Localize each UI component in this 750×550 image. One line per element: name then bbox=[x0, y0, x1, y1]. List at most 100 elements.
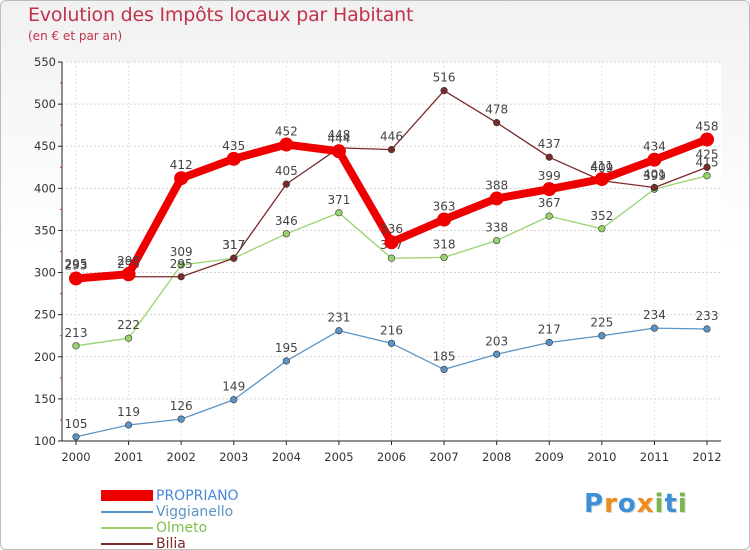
data-point-viggianello bbox=[230, 396, 238, 404]
data-point-bilia bbox=[177, 273, 185, 281]
legend-item-propriano: PROPRIANO bbox=[101, 488, 361, 505]
data-label-viggianello: 126 bbox=[170, 399, 193, 413]
data-point-viggianello bbox=[650, 324, 659, 332]
x-tick-label: 2011 bbox=[640, 450, 669, 464]
data-point-viggianello bbox=[598, 332, 606, 340]
data-label-bilia: 405 bbox=[275, 164, 298, 178]
x-tick-label: 2001 bbox=[114, 450, 143, 464]
data-point-viggianello bbox=[124, 421, 133, 429]
data-point-bilia bbox=[440, 87, 448, 95]
data-label-bilia: 401 bbox=[643, 167, 666, 181]
legend-label-viggianello: Viggianello bbox=[156, 504, 234, 520]
data-point-viggianello bbox=[72, 433, 80, 441]
x-tick-label: 2004 bbox=[272, 450, 301, 464]
y-tick-label: 150 bbox=[34, 392, 56, 406]
y-tick-label: 250 bbox=[34, 308, 56, 322]
y-tick-label: 550 bbox=[34, 55, 56, 69]
x-tick-label: 2003 bbox=[219, 450, 248, 464]
data-label-viggianello: 234 bbox=[643, 308, 666, 322]
data-label-olmeto: 222 bbox=[117, 318, 140, 332]
data-label-olmeto: 318 bbox=[433, 237, 456, 251]
data-label-viggianello: 149 bbox=[222, 380, 245, 394]
data-point-propriano bbox=[489, 191, 504, 206]
data-point-bilia bbox=[493, 119, 501, 127]
x-tick-label: 2000 bbox=[61, 450, 90, 464]
data-label-olmeto: 371 bbox=[327, 193, 350, 207]
data-label-olmeto: 338 bbox=[485, 221, 508, 235]
data-label-bilia: 446 bbox=[380, 130, 403, 144]
data-point-olmeto bbox=[72, 342, 80, 350]
legend-swatch-propriano bbox=[101, 490, 153, 501]
data-label-viggianello: 231 bbox=[327, 311, 350, 325]
data-label-viggianello: 195 bbox=[275, 341, 298, 355]
data-label-propriano: 399 bbox=[538, 169, 561, 183]
data-label-propriano: 293 bbox=[65, 258, 88, 272]
data-label-propriano: 435 bbox=[222, 139, 245, 153]
data-point-viggianello bbox=[335, 327, 343, 335]
data-point-bilia bbox=[387, 145, 396, 154]
legend-swatch-viggianello bbox=[101, 511, 153, 513]
x-tick-label: 2010 bbox=[587, 450, 616, 464]
data-point-propriano bbox=[174, 171, 189, 186]
data-point-viggianello bbox=[703, 325, 711, 333]
y-tick-label: 350 bbox=[34, 223, 56, 237]
legend-label-bilia: Bilia bbox=[156, 536, 186, 550]
data-label-propriano: 458 bbox=[696, 119, 719, 133]
data-label-bilia: 295 bbox=[170, 257, 193, 271]
data-label-viggianello: 203 bbox=[485, 334, 508, 348]
data-label-viggianello: 185 bbox=[433, 349, 456, 363]
data-label-olmeto: 317 bbox=[222, 238, 245, 252]
data-label-propriano: 434 bbox=[643, 140, 666, 154]
data-point-bilia bbox=[282, 180, 290, 188]
data-point-viggianello bbox=[387, 339, 396, 347]
data-label-propriano: 411 bbox=[590, 159, 613, 173]
y-tick-label: 500 bbox=[34, 97, 56, 111]
data-point-propriano bbox=[542, 182, 557, 197]
data-label-viggianello: 119 bbox=[117, 405, 140, 419]
data-label-bilia: 295 bbox=[65, 257, 88, 271]
proxiti-logo: Proxiti bbox=[584, 489, 688, 519]
data-point-propriano bbox=[384, 235, 399, 250]
y-tick-label: 100 bbox=[34, 434, 56, 448]
data-label-bilia: 516 bbox=[433, 71, 456, 85]
data-point-viggianello bbox=[493, 350, 501, 358]
y-tick-label: 300 bbox=[34, 266, 56, 280]
data-label-olmeto: 346 bbox=[275, 214, 298, 228]
data-label-viggianello: 217 bbox=[538, 322, 561, 336]
data-point-propriano bbox=[279, 137, 294, 152]
data-point-bilia bbox=[703, 163, 711, 171]
data-label-propriano: 298 bbox=[117, 254, 140, 268]
x-tick-label: 2007 bbox=[429, 450, 458, 464]
legend-swatch-bilia bbox=[101, 543, 153, 545]
x-tick-label: 2005 bbox=[324, 450, 353, 464]
data-point-propriano bbox=[331, 144, 346, 159]
data-label-bilia: 448 bbox=[327, 128, 350, 142]
y-tick-label: 450 bbox=[34, 139, 56, 153]
legend-swatch-olmeto bbox=[101, 527, 153, 529]
data-point-olmeto bbox=[124, 334, 133, 342]
data-label-propriano: 412 bbox=[170, 158, 193, 172]
data-label-propriano: 336 bbox=[380, 222, 403, 236]
x-tick-label: 2008 bbox=[482, 450, 511, 464]
data-point-bilia bbox=[650, 183, 659, 192]
y-tick-label: 400 bbox=[34, 181, 56, 195]
data-label-bilia: 437 bbox=[538, 137, 561, 151]
x-tick-label: 2012 bbox=[692, 450, 721, 464]
data-point-propriano bbox=[121, 267, 136, 282]
data-label-viggianello: 233 bbox=[696, 309, 719, 323]
data-point-propriano bbox=[594, 172, 609, 187]
data-point-propriano bbox=[437, 212, 452, 227]
data-point-bilia bbox=[230, 254, 238, 262]
data-point-olmeto bbox=[282, 230, 290, 238]
data-label-olmeto: 399 bbox=[643, 169, 666, 183]
data-label-propriano: 363 bbox=[433, 199, 456, 213]
data-label-olmeto: 352 bbox=[590, 209, 613, 223]
x-tick-label: 2009 bbox=[535, 450, 564, 464]
x-tick-label: 2002 bbox=[167, 450, 196, 464]
legend-label-olmeto: Olmeto bbox=[156, 520, 208, 536]
data-label-bilia: 478 bbox=[485, 103, 508, 117]
data-label-olmeto: 213 bbox=[65, 326, 88, 340]
data-point-propriano bbox=[226, 151, 241, 166]
